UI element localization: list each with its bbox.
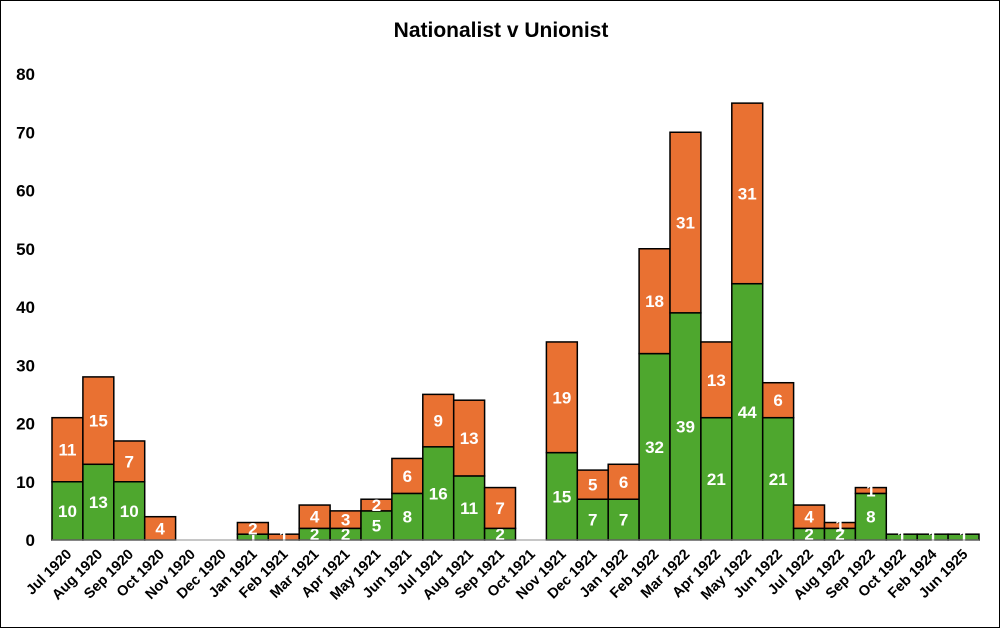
bar-segment: [854, 492, 888, 541]
data-label: 2: [372, 496, 381, 515]
bar-segment: [576, 498, 609, 541]
data-label: 5: [372, 516, 381, 535]
y-tick-label: 0: [26, 531, 35, 550]
data-label: 11: [58, 441, 76, 460]
bar-segment: [483, 486, 517, 530]
bar-segment: [545, 341, 579, 454]
bar-segment: [51, 416, 84, 483]
bar-segment: [854, 486, 888, 495]
data-label: 2: [804, 525, 813, 544]
bar-segment: [545, 451, 579, 541]
bar-segment: [607, 498, 640, 541]
data-label: 6: [619, 473, 628, 492]
data-label: 16: [429, 484, 448, 503]
data-label: 21: [769, 470, 788, 489]
y-tick-label: 30: [16, 356, 35, 375]
data-label: 15: [89, 412, 108, 431]
data-label: 8: [866, 508, 875, 527]
data-label: 4: [155, 519, 165, 538]
data-label: 6: [403, 467, 412, 486]
data-label: 6: [773, 391, 782, 410]
data-label: 1: [897, 528, 906, 547]
bar-segment: [731, 102, 764, 285]
y-tick-label: 60: [16, 182, 35, 201]
data-label: 5: [588, 476, 597, 495]
data-label: 13: [460, 429, 479, 448]
bar-segment: [792, 504, 826, 530]
y-tick-label: 50: [16, 240, 35, 259]
data-label: 21: [707, 470, 726, 489]
data-label: 7: [495, 499, 504, 518]
bar-segment: [236, 521, 270, 535]
data-label: 1: [928, 528, 937, 547]
data-label: 7: [619, 511, 628, 530]
bar-segment: [761, 381, 795, 419]
data-label: 4: [310, 508, 320, 527]
data-label: 2: [835, 525, 844, 544]
data-label: 31: [676, 214, 695, 233]
bar-segment: [113, 440, 146, 483]
data-label: 44: [738, 403, 757, 422]
bar-segment: [638, 352, 671, 541]
bar-segment: [391, 457, 424, 495]
data-label: 31: [738, 184, 757, 203]
data-label: 3: [341, 511, 350, 530]
data-label: 32: [645, 438, 664, 457]
bar-segment: [700, 341, 733, 419]
data-label: 39: [676, 417, 695, 436]
y-tick-label: 80: [16, 65, 35, 84]
data-label: 2: [310, 525, 319, 544]
data-label: 7: [588, 511, 597, 530]
chart-title: Nationalist v Unionist: [393, 19, 609, 42]
bar-segment: [669, 131, 702, 314]
bar-segment: [422, 393, 455, 448]
data-label: 1: [866, 481, 875, 500]
data-label: 13: [89, 493, 108, 512]
data-label: 13: [707, 371, 726, 390]
data-label: 1: [248, 528, 257, 547]
bar-segment: [452, 475, 486, 541]
data-label: 2: [341, 525, 350, 544]
data-label: 18: [645, 292, 664, 311]
data-label: 15: [552, 487, 571, 506]
bar-segment: [452, 399, 486, 477]
y-tick-label: 40: [16, 298, 35, 317]
data-label: 7: [125, 452, 134, 471]
bar-segment: [576, 469, 609, 500]
data-label: 10: [58, 502, 77, 521]
data-label: 4: [804, 508, 814, 527]
bar-segment: [761, 416, 795, 541]
data-label: 8: [403, 508, 412, 527]
bar-segment: [82, 376, 115, 466]
data-label: 1: [835, 516, 844, 535]
y-tick-label: 20: [16, 415, 35, 434]
y-tick-label: 70: [16, 123, 35, 142]
data-label: 2: [495, 525, 504, 544]
bar-segment: [638, 248, 671, 355]
y-tick-label: 10: [16, 473, 35, 492]
data-label: 10: [120, 502, 139, 521]
data-label: 19: [552, 388, 571, 407]
data-label: 2: [248, 519, 257, 538]
data-label: 9: [434, 412, 443, 431]
data-label: 1: [959, 528, 968, 547]
data-label: 1: [279, 528, 288, 547]
data-label: 11: [460, 499, 478, 518]
